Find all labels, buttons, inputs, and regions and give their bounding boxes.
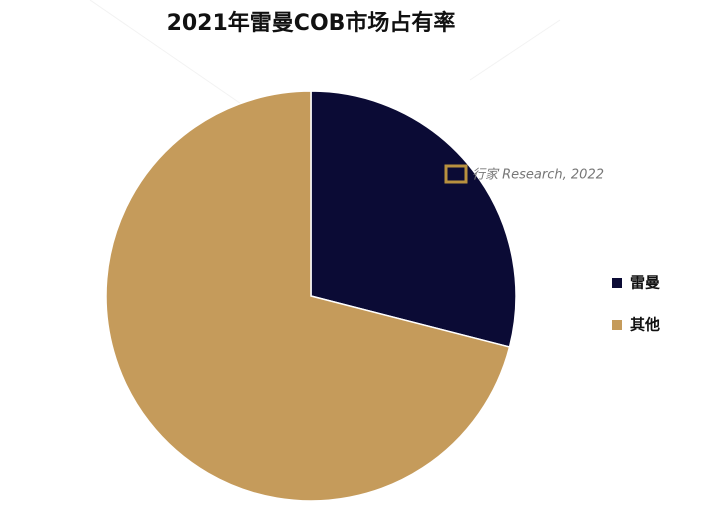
background-line: [469, 19, 561, 81]
background-line: [89, 0, 251, 111]
watermark-icon: [444, 164, 468, 184]
pie-slice: [310, 90, 517, 348]
pie-slice: [105, 90, 511, 502]
legend-label: 雷曼: [630, 274, 660, 292]
watermark: 行家 Research, 2022: [444, 164, 604, 184]
legend-swatch: [612, 278, 622, 288]
chart-title: 2021年雷曼COB市场占有率: [167, 10, 456, 36]
watermark-text: 行家 Research, 2022: [472, 167, 604, 183]
pie: [105, 90, 517, 502]
legend-label: 其他: [630, 316, 660, 334]
legend-swatch: [612, 320, 622, 330]
